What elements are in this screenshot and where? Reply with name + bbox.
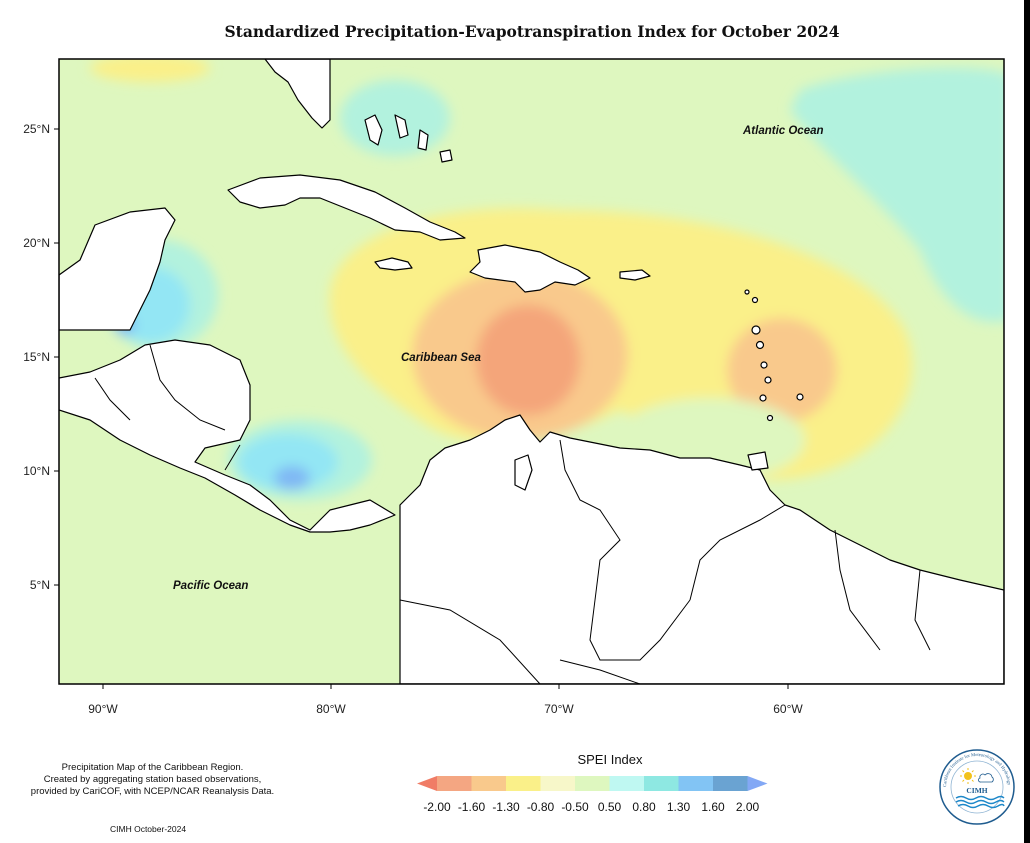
footer-label: CIMH October-2024 [110, 824, 187, 834]
credits-line-3: provided by CariCOF, with NCEP/NCAR Rean… [30, 786, 275, 797]
lat-label-20n: 20°N [23, 236, 50, 250]
label-pacific-ocean: Pacific Ocean [173, 580, 248, 592]
legend-title: SPEI Index [577, 752, 643, 767]
lat-label-15n: 15°N [23, 350, 50, 364]
country-borders [94, 344, 931, 684]
legend-swatch [540, 776, 575, 791]
legend-swatch [678, 776, 713, 791]
credits-line-1: Precipitation Map of the Caribbean Regio… [61, 762, 244, 773]
lat-label-10n: 10°N [23, 464, 50, 478]
legend-swatch [506, 776, 541, 791]
label-caribbean-sea: Caribbean Sea [401, 352, 481, 364]
axis-ticks [54, 128, 789, 689]
legend-tick-label: 1.60 [701, 800, 725, 814]
legend-swatch [437, 776, 472, 791]
legend-arrow-low [417, 776, 437, 791]
lon-label-60w: 60°W [773, 702, 803, 716]
lat-label-5n: 5°N [30, 578, 50, 592]
legend-tick-label: -1.30 [492, 800, 520, 814]
lat-label-25n: 25°N [23, 122, 50, 136]
sun-icon [960, 768, 976, 784]
legend-tick-label: 0.80 [632, 800, 656, 814]
lon-label-90w: 90°W [88, 702, 118, 716]
logo-label: CIMH [966, 786, 987, 795]
legend-tick-label: -2.00 [423, 800, 451, 814]
map-frame [58, 58, 1005, 685]
legend-tick-label: 0.50 [598, 800, 622, 814]
legend-swatch [713, 776, 748, 791]
land-masses [59, 59, 1004, 684]
legend-tick-label: -1.60 [458, 800, 486, 814]
legend-tick-label: 2.00 [736, 800, 760, 814]
legend-tick-label: -0.80 [527, 800, 555, 814]
cimh-logo: Caribbean Institute for Meteorology and … [939, 749, 1015, 825]
legend-swatch [644, 776, 679, 791]
cloud-icon [978, 773, 994, 783]
legend-tick-label: -0.50 [561, 800, 589, 814]
legend-colorbar: -2.00 -1.60 -1.30 -0.80 -0.50 0.50 0.80 1.30 1.6… [417, 776, 768, 814]
legend-swatch [609, 776, 644, 791]
legend-swatch [471, 776, 506, 791]
credits-line-2: Created by aggregating station based obs… [43, 774, 262, 785]
legend-tick-label: 1.30 [667, 800, 691, 814]
map-title: Standardized Precipitation-Evapotranspir… [224, 22, 840, 41]
legend-arrow-high [747, 776, 768, 791]
legend-swatch [575, 776, 610, 791]
label-atlantic-ocean: Atlantic Ocean [742, 125, 824, 137]
page-frame [1024, 0, 1030, 843]
map-credits: Precipitation Map of the Caribbean Regio… [10, 762, 295, 798]
lon-label-80w: 80°W [316, 702, 346, 716]
lon-label-70w: 70°W [544, 702, 574, 716]
